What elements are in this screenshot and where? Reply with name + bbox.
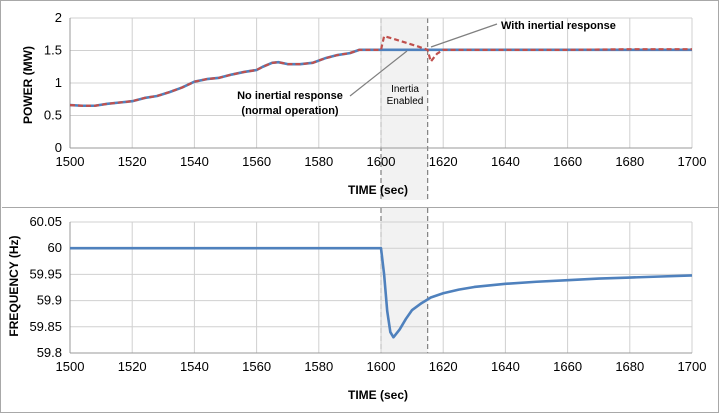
x-tick-label: 1520	[118, 359, 147, 374]
annotation-no-inertial-1: No inertial response	[237, 90, 343, 102]
x-tick-label: 1680	[615, 154, 644, 169]
power-chart: 1500 1520 1540 1560 1580 1600 1620 1640 1660 1680…	[21, 10, 706, 200]
x-tick-label: 1620	[429, 154, 458, 169]
x-tick-label: 1580	[304, 359, 333, 374]
x-tick-label: 1520	[118, 154, 147, 169]
annotation-arrow-no	[349, 50, 408, 97]
frequency-series	[70, 246, 693, 339]
y-tick-label: 59.85	[29, 319, 62, 334]
x-tick-label: 1600	[367, 359, 396, 374]
annotation-with-inertial: With inertial response	[501, 20, 616, 32]
series-line-1-0	[70, 246, 693, 339]
annotation-band-1: Inertia	[391, 84, 419, 95]
y-tick-label: 59.95	[29, 266, 62, 281]
y-tick-label: 0	[55, 140, 62, 155]
inertia-band	[380, 18, 429, 200]
frequency-x-label: TIME (sec)	[348, 388, 408, 402]
series-line-0-1	[69, 35, 692, 107]
x-tick-label: 1640	[491, 154, 520, 169]
y-tick-label: 1	[55, 75, 62, 90]
x-tick-label: 1660	[553, 154, 582, 169]
x-tick-label: 1600	[367, 154, 396, 169]
y-tick-label: 0.5	[44, 108, 62, 123]
x-tick-label: 1620	[429, 359, 458, 374]
frequency-y-label: FREQUENCY (Hz)	[7, 235, 21, 336]
x-tick-label: 1540	[180, 359, 209, 374]
frequency-chart: 1500 1520 1540 1560 1580 1600 1620 1640 1660 1680…	[7, 208, 706, 402]
x-tick-label: 1560	[242, 154, 271, 169]
y-tick-label: 59.9	[37, 293, 62, 308]
annotation-band-2: Enabled	[387, 96, 424, 107]
x-tick-label: 1640	[491, 359, 520, 374]
x-tick-label: 1700	[678, 359, 707, 374]
x-tick-label: 1700	[678, 154, 707, 169]
x-tick-label: 1500	[56, 154, 85, 169]
power-annotations: With inertial response No inertial respo…	[237, 20, 616, 117]
x-tick-label: 1580	[304, 154, 333, 169]
annotation-no-inertial-2: (normal operation)	[241, 105, 339, 117]
band-fill	[381, 208, 428, 353]
x-tick-label: 1660	[553, 359, 582, 374]
power-series	[69, 35, 692, 108]
band-fill	[381, 18, 428, 200]
y-tick-label: 60	[48, 240, 62, 255]
power-ticks: 1500 1520 1540 1560 1580 1600 1620 1640 1660 1680…	[44, 10, 707, 169]
power-grid	[69, 17, 693, 149]
y-tick-label: 1.5	[44, 43, 62, 58]
x-tick-label: 1560	[242, 359, 271, 374]
frequency-ticks: 1500 1520 1540 1560 1580 1600 1620 1640 1660 1680…	[29, 214, 706, 374]
x-tick-label: 1500	[56, 359, 85, 374]
frequency-grid	[69, 221, 693, 354]
power-y-label: POWER (MW)	[21, 46, 35, 124]
annotation-arrow-with	[430, 23, 498, 48]
x-tick-label: 1680	[615, 359, 644, 374]
inertia-band-bottom	[380, 208, 429, 353]
y-tick-label: 2	[55, 10, 62, 25]
power-x-label: TIME (sec)	[348, 183, 408, 197]
y-tick-label: 59.8	[37, 345, 62, 360]
y-tick-label: 60.05	[29, 214, 62, 229]
x-tick-label: 1540	[180, 154, 209, 169]
